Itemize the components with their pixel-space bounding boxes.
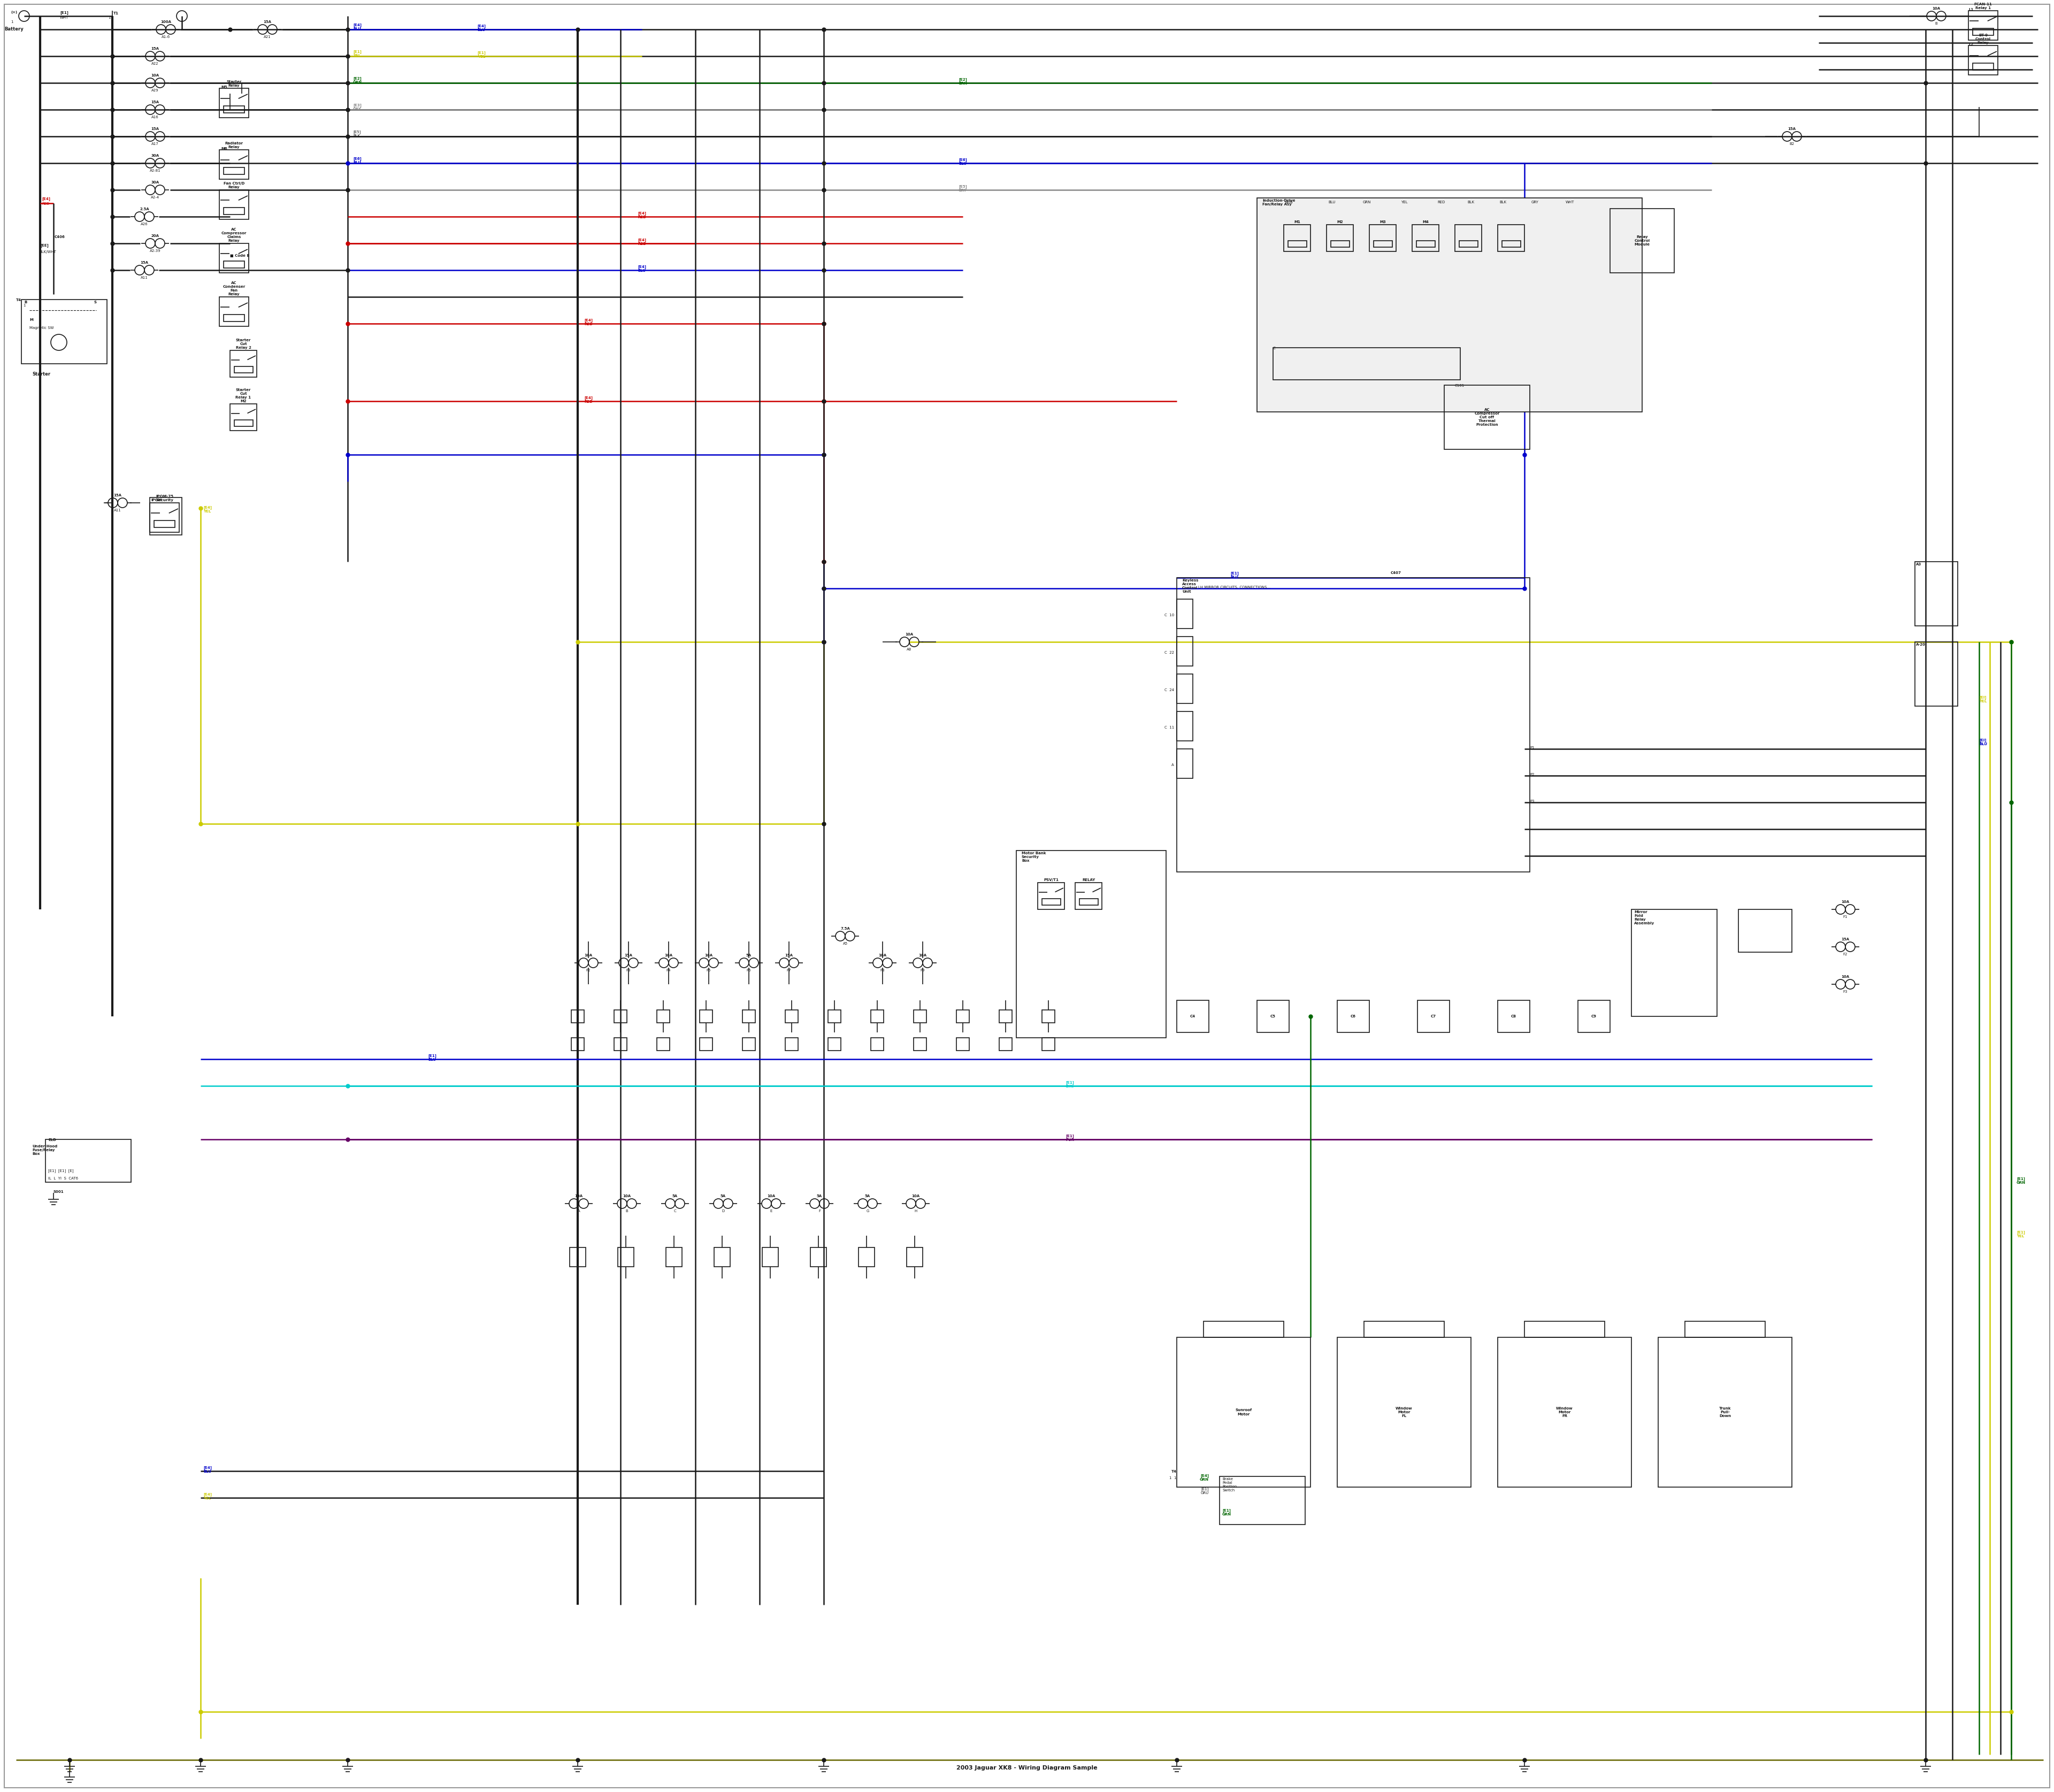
Bar xyxy=(150,498,183,536)
Text: M: M xyxy=(29,319,33,321)
Text: C407: C407 xyxy=(1391,572,1401,575)
Bar xyxy=(1458,240,1477,247)
Text: S001: S001 xyxy=(53,1190,64,1193)
Bar xyxy=(700,1011,713,1023)
Text: A21: A21 xyxy=(263,36,271,38)
Text: Magnetic SW: Magnetic SW xyxy=(29,326,53,330)
Text: D: D xyxy=(721,1210,725,1213)
Bar xyxy=(1413,224,1440,251)
Bar xyxy=(1497,1337,1631,1487)
Text: C6: C6 xyxy=(1352,1014,1356,1018)
Bar xyxy=(1577,1000,1610,1032)
Bar xyxy=(571,1038,583,1050)
Bar xyxy=(618,1247,635,1267)
Text: RED: RED xyxy=(41,202,49,206)
Text: [E3]
GRY: [E3] GRY xyxy=(353,104,362,111)
Bar xyxy=(1374,240,1393,247)
Text: BLK: BLK xyxy=(1499,201,1506,204)
Bar xyxy=(700,1038,713,1050)
Text: [E4]: [E4] xyxy=(41,197,49,201)
Text: 10A: 10A xyxy=(575,1195,583,1197)
Text: [E1]
GRU: [E1] GRU xyxy=(1202,1487,1210,1495)
Text: B: B xyxy=(626,1210,629,1213)
Text: [El]
YEL: [El] YEL xyxy=(1980,695,1986,702)
Text: A3: A3 xyxy=(1916,563,1920,566)
Text: C8: C8 xyxy=(1512,1014,1516,1018)
Text: [E4]
BLU: [E4] BLU xyxy=(203,1466,212,1473)
Bar xyxy=(220,151,249,179)
Text: AC
Compressor
Claims
Relay: AC Compressor Claims Relay xyxy=(222,228,246,242)
Bar xyxy=(741,1038,756,1050)
Bar xyxy=(998,1038,1013,1050)
Text: Mirror
Fold
Relay
Assembly: Mirror Fold Relay Assembly xyxy=(1635,910,1656,925)
Text: 15A: 15A xyxy=(152,47,158,50)
Bar xyxy=(1288,240,1306,247)
Text: 2003 Jaguar XK8 - Wiring Diagram Sample: 2003 Jaguar XK8 - Wiring Diagram Sample xyxy=(957,1765,1097,1770)
Text: T4: T4 xyxy=(16,299,21,301)
Bar xyxy=(914,1038,926,1050)
Bar xyxy=(569,1247,585,1267)
Bar xyxy=(1972,29,1994,36)
Text: Radiator
Relay: Radiator Relay xyxy=(226,142,242,149)
Text: 10A: 10A xyxy=(152,73,158,77)
Text: M5: M5 xyxy=(222,86,228,90)
Text: 15A: 15A xyxy=(140,262,148,263)
Text: 10A: 10A xyxy=(906,633,914,636)
Text: A2-81: A2-81 xyxy=(150,168,160,172)
Text: 30A: 30A xyxy=(152,181,158,185)
Text: C5: C5 xyxy=(1271,1014,1276,1018)
Text: P3: P3 xyxy=(1530,799,1534,803)
Text: 15A: 15A xyxy=(1840,937,1849,941)
Text: Starter: Starter xyxy=(33,371,51,376)
Text: A22: A22 xyxy=(152,63,158,65)
Bar xyxy=(234,419,253,426)
Text: Induction-Drive
Fan/Relay Asy: Induction-Drive Fan/Relay Asy xyxy=(1263,199,1296,206)
Bar xyxy=(1177,577,1530,873)
Text: 10A: 10A xyxy=(622,1195,631,1197)
Bar xyxy=(957,1011,969,1023)
Text: [E4]
YEL: [E4] YEL xyxy=(203,505,212,513)
Bar xyxy=(1177,1000,1210,1032)
Text: A8: A8 xyxy=(908,647,912,650)
Text: GRN: GRN xyxy=(1362,201,1370,204)
Text: FCAN-11
Relay 1: FCAN-11 Relay 1 xyxy=(1974,2,1992,9)
Text: BT-0
Control
Relay: BT-0 Control Relay xyxy=(1976,34,1990,45)
Text: 15A: 15A xyxy=(1787,127,1795,131)
Text: [El]
BLU: [El] BLU xyxy=(1980,738,1986,745)
Bar xyxy=(871,1038,883,1050)
Text: [E6]
BLU: [E6] BLU xyxy=(353,156,362,165)
Text: Starter
Cut
Relay 2: Starter Cut Relay 2 xyxy=(236,339,251,349)
Text: 1: 1 xyxy=(109,16,111,20)
Bar xyxy=(220,297,249,326)
Text: B: B xyxy=(25,301,27,305)
Bar xyxy=(741,1011,756,1023)
Bar xyxy=(1337,1000,1370,1032)
Text: P5: P5 xyxy=(707,969,711,971)
Text: 5A: 5A xyxy=(672,1195,678,1197)
Text: Fan Ctrl/D
Relay: Fan Ctrl/D Relay xyxy=(224,181,244,188)
Text: A1-6: A1-6 xyxy=(162,36,170,38)
Text: 5A: 5A xyxy=(746,953,752,957)
Text: [E2]
GRN: [E2] GRN xyxy=(959,77,967,84)
Bar xyxy=(1177,749,1193,778)
Text: [E5]
BLK: [E5] BLK xyxy=(353,131,362,138)
Bar xyxy=(614,1011,626,1023)
Text: L1: L1 xyxy=(1968,7,1974,11)
Text: A5: A5 xyxy=(842,943,848,944)
Text: [E1]
PUR: [E1] PUR xyxy=(1066,1134,1074,1142)
Text: 15A: 15A xyxy=(152,127,158,131)
Text: F1: F1 xyxy=(1842,916,1849,919)
Text: RED: RED xyxy=(1438,201,1446,204)
Text: P4: P4 xyxy=(665,969,672,971)
Text: Trunk
Pull-
Down: Trunk Pull- Down xyxy=(1719,1407,1732,1417)
Text: IL  L  YI  S  CAT6: IL L YI S CAT6 xyxy=(47,1177,78,1181)
Text: 15A: 15A xyxy=(785,953,793,957)
Text: [E1]
CYN: [E1] CYN xyxy=(1066,1081,1074,1088)
Bar xyxy=(1204,1321,1284,1337)
Text: [E4]
YEL: [E4] YEL xyxy=(203,1493,212,1500)
Text: C9: C9 xyxy=(1592,1014,1596,1018)
Text: Starter
Relay: Starter Relay xyxy=(226,81,242,88)
Bar xyxy=(1415,240,1436,247)
Bar xyxy=(1041,898,1060,905)
Text: YEL: YEL xyxy=(1401,201,1407,204)
